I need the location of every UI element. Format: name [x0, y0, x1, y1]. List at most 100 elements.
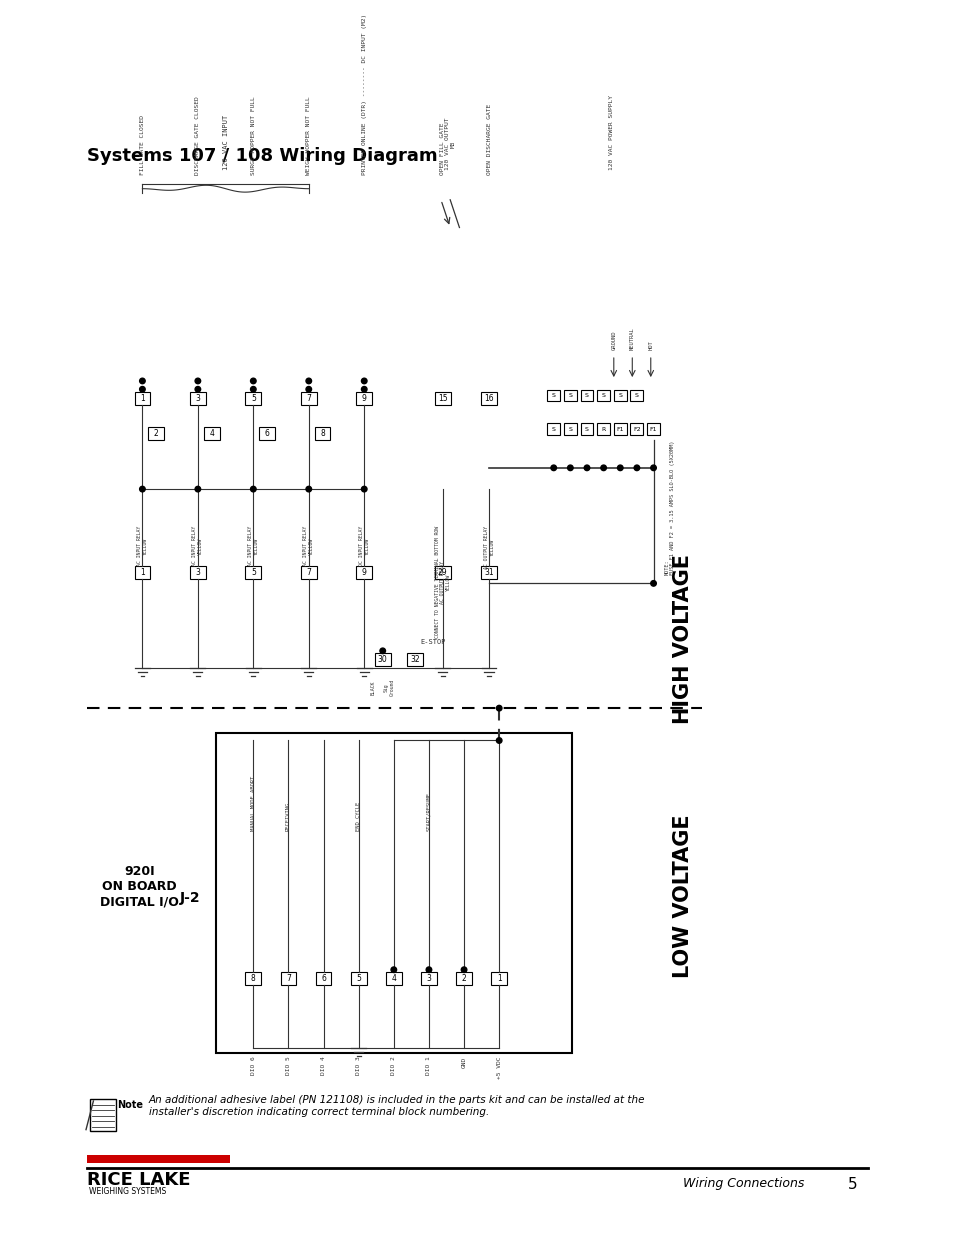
Text: 120 VAC OUTPUT
M3: 120 VAC OUTPUT M3 [444, 117, 456, 170]
Text: 2: 2 [153, 429, 158, 438]
Text: 16: 16 [484, 394, 494, 403]
Bar [190, 566, 206, 579]
Text: START/RESUME: START/RESUME [426, 792, 431, 831]
Text: 5: 5 [355, 974, 361, 983]
Text: 31: 31 [484, 568, 494, 577]
Text: 3: 3 [426, 974, 431, 983]
Text: 9: 9 [361, 568, 366, 577]
Bar [630, 424, 642, 435]
Text: F1: F1 [649, 426, 657, 431]
Text: S: S [601, 393, 605, 398]
Circle shape [361, 387, 367, 391]
Text: AC INPUT RELAY
YELLOW: AC INPUT RELAY YELLOW [193, 526, 203, 567]
Circle shape [306, 387, 312, 391]
Bar [597, 424, 610, 435]
Bar [386, 972, 401, 986]
Circle shape [306, 487, 312, 492]
Bar [420, 972, 436, 986]
Bar [351, 972, 366, 986]
Circle shape [194, 487, 200, 492]
Bar [245, 972, 261, 986]
Text: AC INPUT RELAY
YELLOW: AC INPUT RELAY YELLOW [303, 526, 314, 567]
Bar [580, 390, 593, 401]
Text: MANUAL MODE ABORT: MANUAL MODE ABORT [251, 776, 255, 831]
Text: S: S [551, 426, 555, 431]
Text: 7: 7 [306, 568, 311, 577]
Bar [563, 424, 577, 435]
Circle shape [139, 387, 145, 391]
Text: SURGE HOPPER NOT FULL: SURGE HOPPER NOT FULL [251, 96, 255, 175]
Bar [480, 566, 497, 579]
Text: DIO 4: DIO 4 [321, 1057, 326, 1076]
Text: 8: 8 [320, 429, 325, 438]
Text: 5: 5 [251, 394, 255, 403]
Bar [580, 424, 593, 435]
Bar [216, 734, 572, 1053]
Bar [491, 972, 506, 986]
Text: 3: 3 [195, 568, 200, 577]
Text: 1: 1 [497, 974, 501, 983]
Text: 15: 15 [437, 394, 447, 403]
Circle shape [306, 378, 312, 384]
Text: 120 VAC POWER SUPPLY: 120 VAC POWER SUPPLY [608, 95, 613, 170]
Circle shape [139, 487, 145, 492]
Text: S: S [568, 426, 572, 431]
Text: 4: 4 [391, 974, 395, 983]
Bar [613, 424, 626, 435]
Text: FILL GATE CLOSED: FILL GATE CLOSED [140, 115, 145, 175]
Bar [259, 427, 274, 440]
Text: R: R [601, 426, 605, 431]
Circle shape [194, 378, 200, 384]
Text: NEUTRAL: NEUTRAL [629, 327, 634, 351]
Circle shape [600, 466, 606, 471]
Bar [245, 391, 261, 405]
Bar [280, 972, 296, 986]
Text: Systems 107 / 108 Wiring Diagram: Systems 107 / 108 Wiring Diagram [87, 147, 437, 165]
Text: PRINTER ONLINE (DTR) -------- DC INPUT (M2): PRINTER ONLINE (DTR) -------- DC INPUT (… [361, 14, 366, 175]
Text: GND: GND [461, 1057, 466, 1068]
Circle shape [650, 580, 656, 587]
Circle shape [461, 967, 466, 972]
Text: AC INPUT RELAY
YELLOW: AC INPUT RELAY YELLOW [137, 526, 148, 567]
Text: S: S [635, 393, 639, 398]
Circle shape [251, 378, 255, 384]
Text: 120 VAC INPUT: 120 VAC INPUT [222, 115, 229, 170]
Text: S: S [551, 393, 555, 398]
Bar [356, 566, 372, 579]
Bar [547, 390, 559, 401]
Text: S: S [618, 393, 621, 398]
Text: DIO 6: DIO 6 [251, 1057, 255, 1076]
Text: F1: F1 [616, 426, 623, 431]
Bar [375, 652, 390, 666]
Bar [435, 391, 450, 405]
Bar [356, 391, 372, 405]
Text: 32: 32 [410, 655, 419, 663]
Text: 6: 6 [265, 429, 270, 438]
Text: DISCHARGE GATE CLOSED: DISCHARGE GATE CLOSED [195, 96, 200, 175]
Circle shape [496, 737, 501, 743]
Text: RICE LAKE: RICE LAKE [87, 1171, 191, 1189]
Bar [547, 424, 559, 435]
Circle shape [194, 387, 200, 391]
Text: F2: F2 [633, 426, 640, 431]
Text: 920I
ON BOARD
DIGITAL I/O: 920I ON BOARD DIGITAL I/O [100, 864, 179, 908]
Text: 8: 8 [251, 974, 255, 983]
Bar [646, 424, 659, 435]
Bar [90, 1099, 115, 1131]
Text: 29: 29 [437, 568, 447, 577]
Text: DIO 3: DIO 3 [355, 1057, 361, 1076]
Text: BLACK: BLACK [371, 680, 375, 695]
Bar [190, 391, 206, 405]
Text: 4: 4 [209, 429, 213, 438]
Bar [480, 391, 497, 405]
Text: Note: Note [117, 1100, 143, 1110]
Circle shape [426, 967, 432, 972]
Text: E-STOP: E-STOP [420, 638, 446, 645]
Circle shape [496, 705, 501, 711]
Circle shape [551, 466, 556, 471]
Bar [134, 566, 151, 579]
Bar [315, 972, 331, 986]
Text: RECEIVING: RECEIVING [286, 802, 291, 831]
Text: +5 VDC: +5 VDC [497, 1057, 501, 1079]
Text: 7: 7 [306, 394, 311, 403]
